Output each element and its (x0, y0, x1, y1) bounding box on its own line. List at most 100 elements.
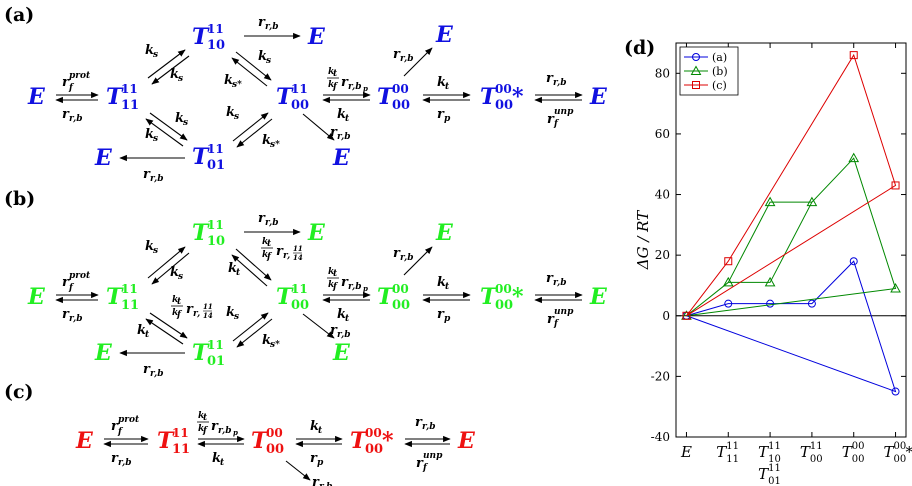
svg-text:00: 00 (266, 426, 283, 440)
svg-text:r: r (341, 75, 349, 90)
svg-text:T: T (157, 428, 175, 454)
svg-text:t: t (236, 268, 241, 278)
svg-text:k: k (145, 43, 154, 58)
svg-text:s*: s* (270, 140, 280, 150)
rate-label: r f prot (111, 415, 140, 437)
svg-text:k: k (145, 239, 154, 254)
x-tick-label-sup: 11 (726, 441, 739, 452)
x-tick-label-sub: 11 (726, 454, 739, 465)
legend-marker (690, 65, 702, 75)
svg-text:f: f (422, 463, 429, 473)
rate-label: kt (437, 275, 450, 292)
svg-text:r,b: r,b (150, 369, 164, 379)
svg-text:p: p (233, 428, 238, 437)
svg-text:r: r (62, 107, 70, 122)
x-tick-label-extra-sup: 11 (768, 463, 781, 474)
svg-text:r,b: r,b (265, 22, 279, 32)
svg-text:r: r (393, 246, 401, 261)
svg-text:r: r (547, 312, 555, 327)
data-point (807, 299, 816, 308)
svg-text:r: r (312, 475, 320, 486)
rate-label: r f unp (547, 307, 574, 329)
svg-text:r,b: r,b (337, 132, 351, 142)
species-T00-11: T 11 00 (276, 82, 309, 113)
x-tick-label: T (884, 443, 895, 461)
legend-label: (b) (712, 65, 728, 78)
y-tick-label: 0 (662, 309, 670, 323)
panel-label-a: (a) (4, 4, 34, 26)
series-line-2 (727, 201, 812, 283)
data-point (848, 152, 860, 163)
rate-label: r f prot (62, 71, 91, 93)
svg-text:11: 11 (121, 82, 138, 96)
species-T10-11: T 11 10 (192, 22, 225, 53)
x-tick-label-extra-sub: 01 (768, 476, 781, 486)
data-point (766, 299, 775, 308)
svg-text:k: k (328, 67, 334, 77)
svg-text:f: f (266, 252, 273, 262)
svg-text:T: T (192, 144, 210, 170)
data-point (890, 282, 901, 293)
svg-text:f: f (553, 119, 560, 129)
rate-label: rr,b (312, 475, 333, 486)
svg-text:11: 11 (172, 426, 189, 440)
x-tick-label-sub: 00 (810, 454, 823, 465)
svg-text:11: 11 (172, 442, 190, 457)
species-E: E (94, 340, 113, 366)
svg-text:t: t (318, 426, 323, 436)
svg-text:f: f (68, 283, 75, 293)
species-T11-11: T 11 11 (106, 82, 139, 113)
data-point (764, 276, 776, 287)
svg-text:r: r (186, 302, 194, 317)
svg-text:T: T (377, 84, 395, 110)
species-T00-00-star: T 00 00 * (480, 82, 524, 113)
rate-label: kt (212, 451, 225, 468)
svg-text:*: * (512, 84, 524, 110)
svg-text:t: t (203, 413, 208, 423)
x-tick-label: E (680, 443, 692, 461)
svg-text:k: k (224, 73, 233, 88)
x-tick-label: T (800, 443, 811, 461)
species-E: E (589, 84, 608, 110)
svg-text:r: r (341, 275, 349, 290)
svg-text:k: k (262, 237, 268, 247)
rate-label: ks* (262, 133, 280, 150)
svg-text:r: r (393, 47, 401, 62)
y-tick-label: 40 (655, 188, 670, 202)
svg-text:k: k (212, 451, 221, 466)
svg-text:s: s (153, 134, 158, 144)
data-point (724, 257, 733, 266)
svg-text:r: r (415, 415, 423, 430)
species-T00-00: T 00 00 (251, 426, 284, 457)
svg-text:T: T (377, 284, 395, 310)
legend-label: (a) (712, 51, 727, 64)
svg-text:r: r (62, 307, 70, 322)
svg-text:k: k (145, 127, 154, 142)
y-tick-label: 60 (655, 127, 670, 141)
svg-text:f: f (176, 310, 183, 320)
svg-text:t: t (345, 114, 350, 124)
svg-text:00: 00 (495, 98, 513, 113)
svg-text:r,b: r,b (337, 330, 351, 340)
svg-text:s: s (178, 74, 183, 84)
svg-text:T: T (192, 340, 210, 366)
svg-text:s: s (153, 246, 158, 256)
svg-text:t: t (177, 297, 182, 307)
x-tick-label-sup: 00 (894, 441, 907, 452)
svg-text:r: r (437, 307, 445, 322)
rate-label: kt (228, 261, 241, 278)
svg-text:11: 11 (293, 244, 303, 253)
panel-label-d: (d) (624, 37, 655, 59)
rate-label: ks (145, 239, 158, 256)
svg-text:T: T (106, 84, 124, 110)
svg-text:r,b: r,b (69, 314, 83, 324)
rate-label: kt (310, 419, 323, 436)
svg-text:11: 11 (203, 302, 213, 311)
svg-text:00: 00 (495, 82, 512, 96)
svg-text:r,b: r,b (400, 54, 414, 64)
